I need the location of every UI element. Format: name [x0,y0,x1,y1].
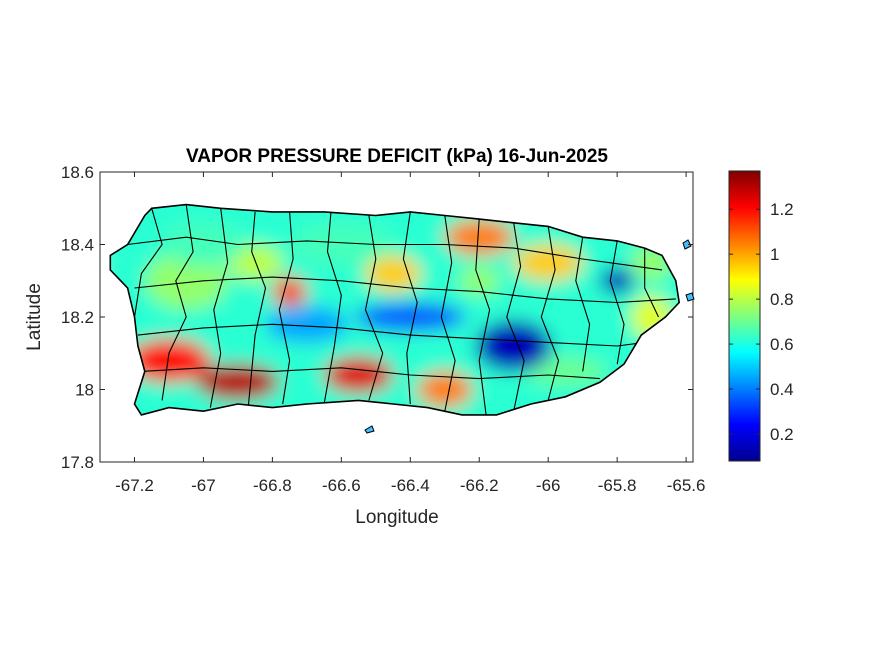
heat-region [444,219,514,256]
municipality-boundary [141,367,600,380]
island-outline [109,203,681,416]
heat-blob [289,222,394,267]
y-tick-label: 18 [75,381,94,400]
x-tick-label: -66.8 [253,476,292,495]
x-axis-label: Longitude [355,507,438,528]
heat-region [272,277,307,307]
x-tick-label: -66.4 [391,476,430,495]
y-tick-label: 18.2 [61,308,94,327]
colorbar-tick-label: 1 [770,245,779,264]
x-tick-label: -67 [191,476,216,495]
heat-blob [513,244,583,281]
municipality-boundary [540,226,560,401]
colorbar [728,170,761,462]
municipality-boundary [161,204,194,401]
heat-region [355,302,466,332]
y-axis: 17.8 18 18.2 18.4 18.6 [61,163,693,472]
x-tick-label: -66.6 [322,476,361,495]
heat-region [162,222,245,267]
heat-blob [365,255,421,292]
x-axis: -67.2 -67 -66.8 -66.6 -66.4 -66.2 -66 -65.8 -65.… [115,172,705,495]
municipality-boundary [644,248,659,318]
y-tick-label: 18.4 [61,236,94,255]
municipality-boundary [402,211,418,405]
heat-blob [227,244,283,281]
heat-blob [265,306,349,343]
heat-blob [144,251,228,310]
small-islands [364,239,695,434]
municipality-boundary [133,208,163,318]
colorbar-tick-label: 0.2 [770,425,794,444]
y-tick-label: 18.6 [61,163,94,182]
x-tick-label: -65.6 [667,476,706,495]
municipality-boundary [247,211,267,408]
municipality-boundary [134,276,676,304]
x-tick-label: -65.8 [598,476,637,495]
heat-region [324,356,394,394]
colorbar-tick-label: 0.6 [770,335,794,354]
municipality-boundary [127,236,663,271]
y-axis-label: Latitude [24,283,45,351]
municipality-boundary [209,208,229,408]
heat-region [475,320,552,372]
heat-region [599,268,635,294]
municipality-boundaries [127,204,676,415]
heat-blob [524,356,607,386]
colorbar-tick-label: 1.2 [770,200,794,219]
colorbar-tick-label: 0.8 [770,290,794,309]
x-tick-label: -66.2 [460,476,499,495]
y-tick-label: 17.8 [61,453,94,472]
municipality-boundary [323,211,342,405]
x-tick-label: -67.2 [115,476,154,495]
heat-region [417,371,473,408]
municipality-boundary [278,211,294,405]
x-tick-label: -66 [536,476,561,495]
colorbar-ticks: 0.2 0.4 0.6 0.8 1 1.2 [729,200,794,444]
colorbar-tick-label: 0.4 [770,380,794,399]
chart-title: VAPOR PRESSURE DEFICIT (kPa) 16-Jun-2025 [186,146,608,167]
municipality-boundary [137,323,645,347]
municipality-boundary [506,222,525,412]
